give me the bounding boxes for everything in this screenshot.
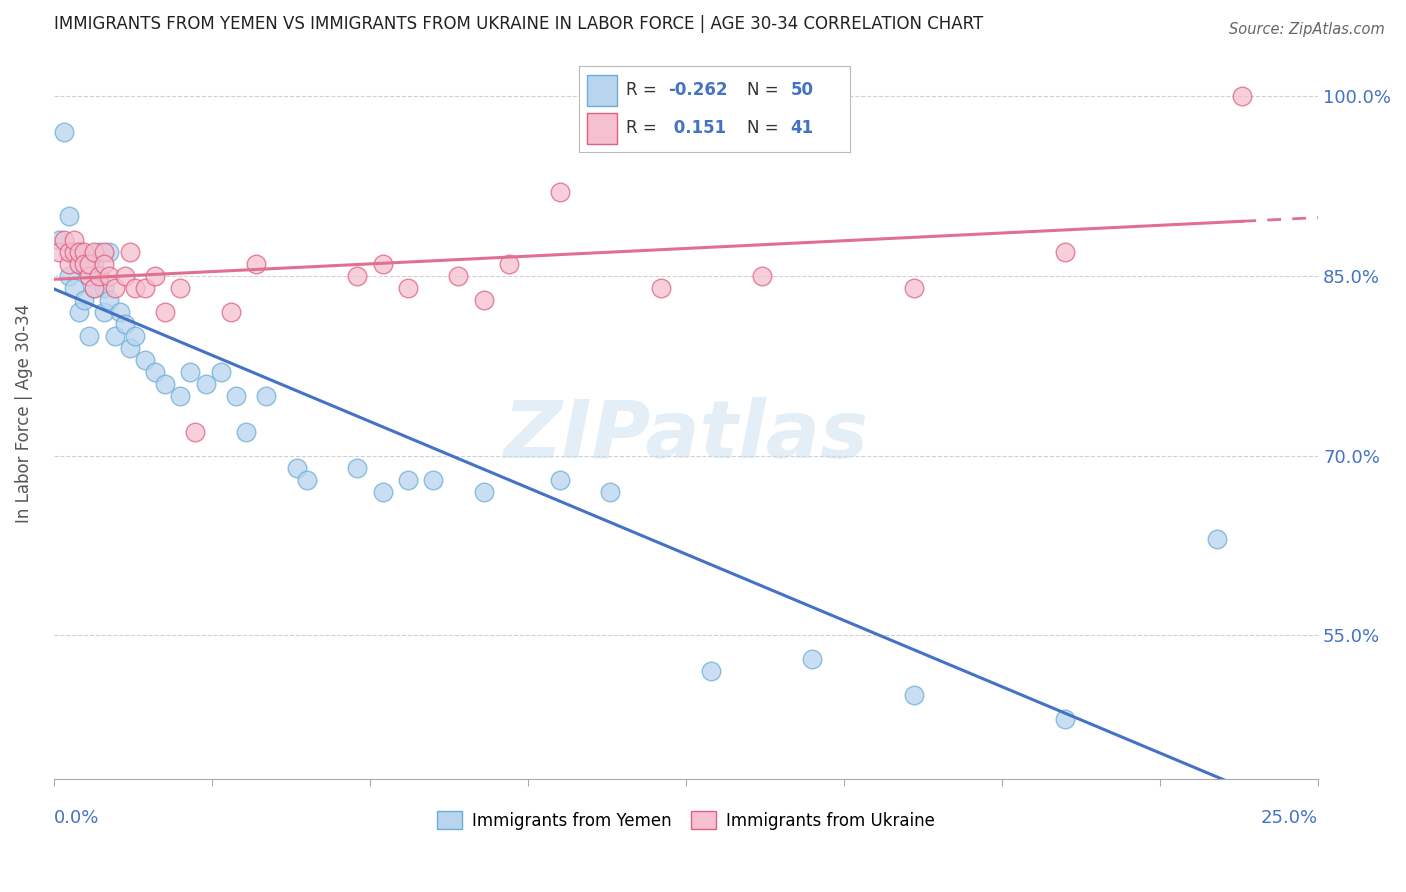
Point bbox=[1232, 89, 1254, 103]
Point bbox=[77, 268, 100, 283]
Point bbox=[77, 257, 100, 271]
Text: Source: ZipAtlas.com: Source: ZipAtlas.com bbox=[1229, 22, 1385, 37]
Point bbox=[77, 268, 100, 283]
Point bbox=[285, 460, 308, 475]
Point bbox=[548, 185, 571, 199]
Point bbox=[472, 293, 495, 307]
Point bbox=[447, 268, 470, 283]
Point bbox=[295, 473, 318, 487]
Point bbox=[114, 317, 136, 331]
Point bbox=[52, 125, 75, 139]
Point bbox=[225, 389, 247, 403]
Point bbox=[89, 245, 111, 260]
Point bbox=[67, 257, 90, 271]
Point bbox=[124, 329, 146, 343]
Point bbox=[169, 389, 191, 403]
Point bbox=[143, 365, 166, 379]
Point bbox=[396, 281, 419, 295]
Point bbox=[1206, 533, 1229, 547]
Point bbox=[245, 257, 267, 271]
Point bbox=[903, 281, 925, 295]
Point bbox=[58, 268, 80, 283]
Point bbox=[93, 245, 115, 260]
Point bbox=[63, 245, 86, 260]
Legend: Immigrants from Yemen, Immigrants from Ukraine: Immigrants from Yemen, Immigrants from U… bbox=[430, 805, 942, 837]
Point bbox=[422, 473, 444, 487]
Point bbox=[184, 425, 207, 439]
Point bbox=[58, 257, 80, 271]
Point bbox=[650, 281, 672, 295]
Point bbox=[63, 245, 86, 260]
Point bbox=[67, 245, 90, 260]
Point bbox=[118, 341, 141, 355]
Text: 25.0%: 25.0% bbox=[1261, 809, 1319, 827]
Point bbox=[67, 245, 90, 260]
Y-axis label: In Labor Force | Age 30-34: In Labor Force | Age 30-34 bbox=[15, 304, 32, 524]
Point bbox=[98, 268, 121, 283]
Point bbox=[254, 389, 277, 403]
Point bbox=[346, 268, 368, 283]
Point bbox=[179, 365, 201, 379]
Point bbox=[346, 460, 368, 475]
Point bbox=[599, 484, 621, 499]
Point bbox=[169, 281, 191, 295]
Point bbox=[114, 268, 136, 283]
Point bbox=[83, 257, 105, 271]
Text: IMMIGRANTS FROM YEMEN VS IMMIGRANTS FROM UKRAINE IN LABOR FORCE | AGE 30-34 CORR: IMMIGRANTS FROM YEMEN VS IMMIGRANTS FROM… bbox=[53, 15, 983, 33]
Point bbox=[548, 473, 571, 487]
Point bbox=[235, 425, 257, 439]
Point bbox=[108, 305, 131, 319]
Point bbox=[209, 365, 232, 379]
Point bbox=[83, 281, 105, 295]
Point bbox=[371, 257, 394, 271]
Point bbox=[143, 268, 166, 283]
Point bbox=[48, 233, 70, 247]
Point bbox=[396, 473, 419, 487]
Point bbox=[67, 257, 90, 271]
Point bbox=[93, 305, 115, 319]
Point bbox=[52, 233, 75, 247]
Point bbox=[124, 281, 146, 295]
Point bbox=[63, 233, 86, 247]
Point bbox=[194, 376, 217, 391]
Point bbox=[93, 257, 115, 271]
Point bbox=[153, 305, 176, 319]
Point bbox=[73, 257, 96, 271]
Point bbox=[751, 268, 773, 283]
Point bbox=[89, 268, 111, 283]
Point bbox=[498, 257, 520, 271]
Point bbox=[134, 281, 156, 295]
Point bbox=[48, 245, 70, 260]
Point bbox=[93, 281, 115, 295]
Point bbox=[903, 688, 925, 702]
Point bbox=[801, 652, 824, 666]
Point bbox=[73, 293, 96, 307]
Point bbox=[118, 245, 141, 260]
Point bbox=[98, 293, 121, 307]
Point bbox=[67, 305, 90, 319]
Point bbox=[63, 281, 86, 295]
Point bbox=[219, 305, 242, 319]
Point bbox=[58, 245, 80, 260]
Point bbox=[83, 245, 105, 260]
Point bbox=[371, 484, 394, 499]
Point bbox=[103, 329, 125, 343]
Point bbox=[472, 484, 495, 499]
Point bbox=[83, 281, 105, 295]
Point bbox=[77, 329, 100, 343]
Point bbox=[153, 376, 176, 391]
Text: 0.0%: 0.0% bbox=[53, 809, 100, 827]
Text: ZIPatlas: ZIPatlas bbox=[503, 397, 869, 475]
Point bbox=[700, 664, 723, 678]
Point bbox=[103, 281, 125, 295]
Point bbox=[134, 352, 156, 367]
Point bbox=[98, 245, 121, 260]
Point bbox=[73, 257, 96, 271]
Point bbox=[73, 245, 96, 260]
Point bbox=[1054, 245, 1077, 260]
Point bbox=[89, 268, 111, 283]
Point bbox=[58, 209, 80, 223]
Point bbox=[1054, 712, 1077, 726]
